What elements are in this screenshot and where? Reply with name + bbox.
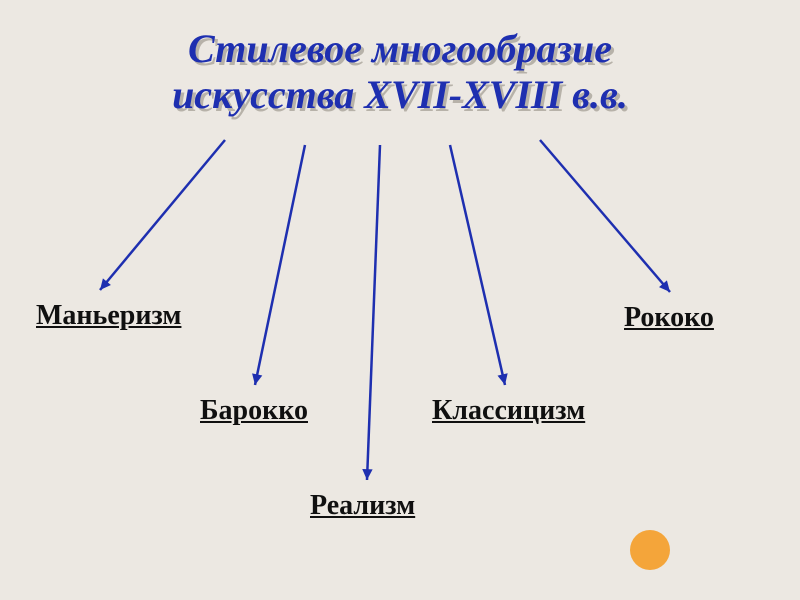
node-realism: Реализм [310,490,415,522]
page-indicator-dot [630,530,670,570]
title-line2: искусства XVII-XVIII в.в. [172,72,628,117]
node-classicism: Классицизм [432,395,585,427]
node-baroque: Барокко [200,395,308,427]
title-line1: Стилевое многообразие [188,26,612,71]
diagram-title: Стилевое многообразие искусства XVII-XVI… [0,26,800,118]
node-rococo: Рококо [624,302,714,334]
node-mannerism: Маньеризм [36,300,181,332]
